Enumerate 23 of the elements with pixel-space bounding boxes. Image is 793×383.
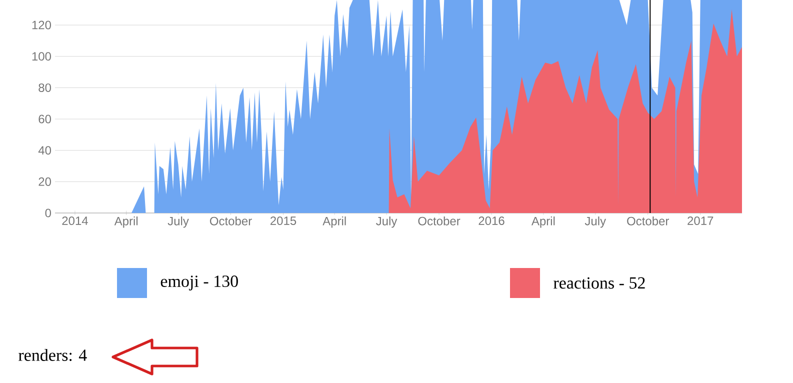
y-tick-label: 20 xyxy=(38,177,52,186)
legend-label: reactions - 52 xyxy=(554,277,645,289)
y-tick-label: 80 xyxy=(38,83,52,92)
y-tick-label: 100 xyxy=(32,52,52,61)
x-tick-label: October xyxy=(210,216,252,226)
legend-label: emoji - 130 xyxy=(160,276,238,290)
y-tick-label: 60 xyxy=(38,114,52,124)
x-tick-label: April xyxy=(114,216,138,228)
x-tick-label: April xyxy=(531,216,555,228)
x-tick-label: July xyxy=(584,216,606,228)
x-tick-label: July xyxy=(168,216,189,228)
x-tick-label: October xyxy=(418,216,460,226)
x-tick-label: 2014 xyxy=(62,216,88,226)
x-tick-label: April xyxy=(322,216,346,228)
x-tick-label: October xyxy=(627,216,670,226)
y-tick-label: 0 xyxy=(45,208,52,218)
y-tick-label: 40 xyxy=(38,146,52,155)
y-tick-label: 120 xyxy=(32,20,52,30)
x-tick-label: 2017 xyxy=(688,216,714,226)
x-tick-label: 2016 xyxy=(478,216,504,226)
x-tick-label: 2015 xyxy=(270,216,296,226)
text: renders: 4 xyxy=(18,348,87,362)
x-tick-label: July xyxy=(376,216,398,228)
